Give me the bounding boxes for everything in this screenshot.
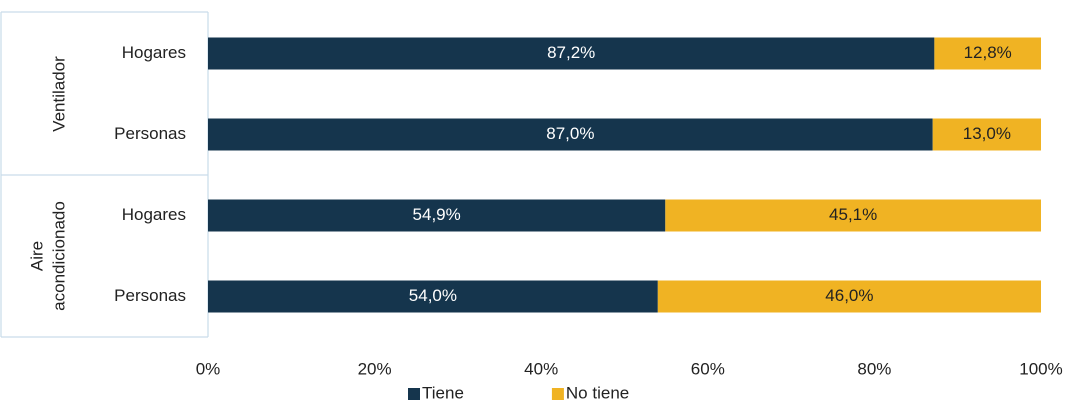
bar-segment [208, 118, 933, 151]
bar-segment [208, 199, 666, 232]
x-tick-label: 100% [1019, 359, 1062, 378]
x-tick-label: 40% [524, 359, 558, 378]
group-label: acondicionado [49, 201, 68, 311]
bar-segment [932, 118, 1041, 151]
legend-swatch [408, 388, 420, 400]
bar-segment [208, 280, 658, 313]
x-tick-label: 20% [358, 359, 392, 378]
category-label: Personas [114, 286, 186, 305]
bar-segment [657, 280, 1041, 313]
bar-segment [934, 37, 1041, 70]
legend-label: No tiene [566, 383, 629, 402]
data-label: 12,8% [964, 43, 1012, 62]
data-label: 87,2% [547, 43, 595, 62]
data-label: 54,9% [413, 205, 461, 224]
legend-swatch [551, 388, 564, 400]
x-tick-label: 0% [196, 359, 221, 378]
category-label: Hogares [122, 43, 186, 62]
x-tick-label: 60% [691, 359, 725, 378]
data-label: 87,0% [546, 124, 594, 143]
data-label: 45,1% [829, 205, 877, 224]
bar-segment [665, 199, 1041, 232]
category-label: Personas [114, 124, 186, 143]
bar-segment [208, 37, 935, 70]
group-label: Aire [27, 241, 46, 271]
data-label: 54,0% [409, 286, 457, 305]
legend-label: Tiene [422, 383, 464, 402]
category-label: Hogares [122, 205, 186, 224]
x-tick-label: 80% [857, 359, 891, 378]
data-label: 13,0% [963, 124, 1011, 143]
group-label: Ventilador [49, 56, 68, 132]
data-label: 46,0% [825, 286, 873, 305]
